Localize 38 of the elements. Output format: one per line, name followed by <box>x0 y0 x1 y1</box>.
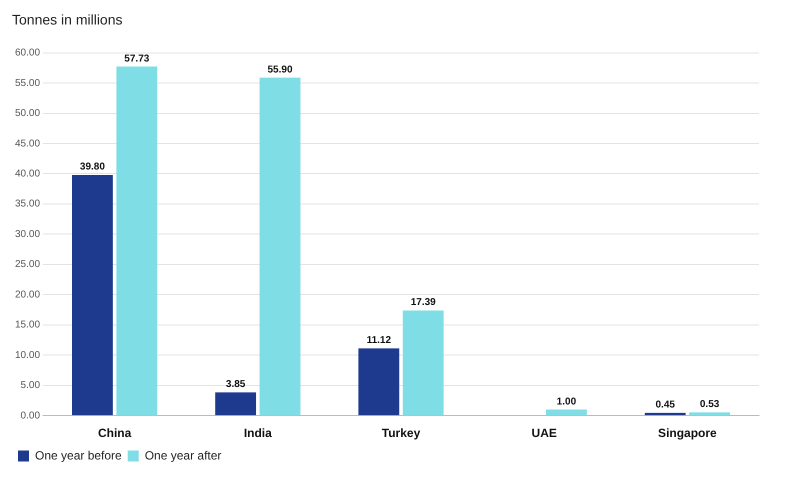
data-label: 0.45 <box>655 400 676 411</box>
y-tick-label: 40.00 <box>14 168 40 180</box>
y-tick-label: 35.00 <box>14 198 40 210</box>
y-tick-label: 30.00 <box>14 228 40 240</box>
chart-title: Tonnes in millions <box>12 11 122 28</box>
legend-label: One year after <box>144 448 222 462</box>
x-tick-label: Singapore <box>658 426 718 440</box>
data-label: 55.90 <box>267 64 293 76</box>
data-label: 11.12 <box>366 335 392 346</box>
bar <box>260 78 300 416</box>
bar <box>116 66 158 416</box>
x-tick-label: Turkey <box>382 426 421 440</box>
y-tick-label: 55.00 <box>14 78 40 89</box>
y-tick-label: 45.00 <box>14 138 40 150</box>
y-tick-label: 0.00 <box>20 410 40 422</box>
y-tick-label: 15.00 <box>14 320 40 331</box>
y-tick-label: 60.00 <box>14 48 40 59</box>
x-tick-label: India <box>244 426 272 440</box>
y-tick-label: 50.00 <box>14 108 40 120</box>
data-label: 3.85 <box>226 379 246 390</box>
bar <box>358 348 400 416</box>
bar <box>689 412 730 416</box>
data-label: 39.80 <box>80 162 106 173</box>
data-label: 17.39 <box>410 297 436 308</box>
y-tick-label: 5.00 <box>20 380 40 392</box>
bar <box>72 174 113 416</box>
y-tick-label: 20.00 <box>14 289 40 300</box>
bar <box>215 392 256 416</box>
data-label: 0.53 <box>700 399 720 410</box>
data-label: 1.00 <box>556 396 577 408</box>
data-label: 57.73 <box>124 53 150 64</box>
bar <box>402 310 444 416</box>
x-tick-label: China <box>98 426 132 440</box>
legend-label: One year before <box>35 448 122 462</box>
y-tick-label: 25.00 <box>14 259 40 270</box>
x-tick-label: UAE <box>532 426 557 440</box>
bar <box>546 410 587 416</box>
y-tick-label: 10.00 <box>14 350 40 361</box>
